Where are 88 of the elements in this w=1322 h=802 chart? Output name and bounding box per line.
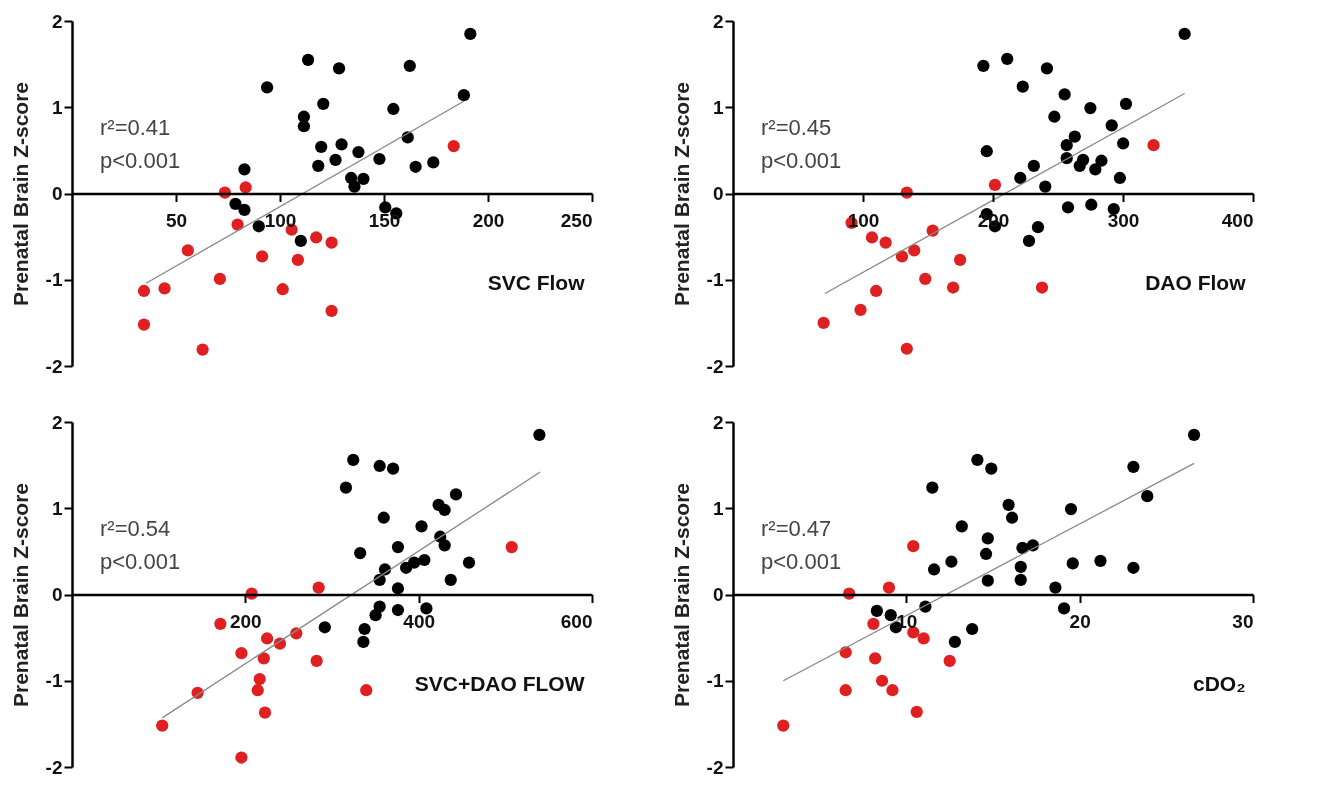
y-tick-label: -2 bbox=[706, 355, 724, 377]
x-tick-label: 50 bbox=[165, 210, 188, 231]
y-tick-label: 0 bbox=[712, 584, 724, 605]
y-tick-label: -2 bbox=[45, 355, 63, 377]
point bbox=[213, 272, 227, 285]
point bbox=[315, 140, 328, 154]
x-tick-label: 20 bbox=[1069, 611, 1091, 632]
point bbox=[196, 343, 209, 356]
point bbox=[457, 89, 470, 102]
point bbox=[238, 203, 251, 216]
point bbox=[310, 231, 323, 244]
annotation: r²=0.41 bbox=[100, 114, 171, 140]
y-tick-label: -1 bbox=[45, 269, 63, 291]
point bbox=[255, 250, 269, 263]
point bbox=[464, 27, 477, 41]
point bbox=[317, 97, 330, 110]
y-tick-label: 0 bbox=[712, 183, 724, 204]
point bbox=[260, 81, 274, 94]
point bbox=[276, 283, 289, 296]
x-tick-label: 30 bbox=[1232, 611, 1254, 632]
y-tick-label: 2 bbox=[712, 411, 724, 433]
point bbox=[301, 53, 315, 66]
point bbox=[373, 152, 386, 166]
y-tick-label: -1 bbox=[45, 670, 63, 692]
x-tick-label: 300 bbox=[1107, 210, 1140, 231]
y-tick-label: 2 bbox=[712, 10, 724, 32]
point bbox=[137, 318, 151, 331]
x-tick-label: 10 bbox=[896, 611, 918, 632]
point bbox=[229, 197, 242, 210]
x-tick-label: 200 bbox=[472, 210, 505, 231]
x-tick-label: 200 bbox=[229, 611, 262, 632]
y-axis-title: Prenatal Brain Z-score bbox=[669, 482, 693, 708]
point bbox=[427, 156, 440, 169]
annotation: p<0.001 bbox=[761, 548, 842, 574]
annotation: p<0.001 bbox=[100, 147, 181, 173]
annotation: p<0.001 bbox=[761, 147, 842, 173]
point bbox=[387, 102, 400, 116]
y-tick-label: 1 bbox=[51, 96, 63, 118]
point bbox=[312, 159, 325, 173]
point bbox=[325, 304, 338, 317]
y-tick-label: 2 bbox=[51, 411, 63, 433]
point bbox=[231, 218, 244, 231]
x-axis-title: DAO Flow bbox=[1145, 270, 1247, 294]
point bbox=[335, 138, 348, 151]
x-tick-label: 400 bbox=[1221, 210, 1254, 231]
y-tick-label: 1 bbox=[712, 497, 724, 519]
point bbox=[352, 145, 365, 159]
point bbox=[238, 163, 251, 176]
point bbox=[137, 284, 151, 298]
y-tick-label: -1 bbox=[706, 670, 724, 692]
y-tick-label: 1 bbox=[712, 96, 724, 118]
point bbox=[181, 244, 194, 257]
y-tick-label: -2 bbox=[706, 756, 724, 778]
y-tick-label: 0 bbox=[51, 183, 63, 204]
annotation: r²=0.54 bbox=[100, 515, 171, 541]
point bbox=[409, 160, 422, 173]
x-axis-title: cDO₂ bbox=[1192, 671, 1246, 695]
x-axis-title: SVC+DAO FLOW bbox=[414, 671, 585, 695]
annotation: r²=0.47 bbox=[761, 515, 832, 541]
x-tick-label: 600 bbox=[560, 611, 593, 632]
y-axis-title: Prenatal Brain Z-score bbox=[669, 81, 693, 307]
point bbox=[357, 172, 370, 185]
point bbox=[291, 253, 305, 267]
point bbox=[297, 120, 311, 133]
point bbox=[379, 201, 392, 214]
point bbox=[294, 234, 307, 248]
point bbox=[325, 236, 338, 249]
point bbox=[348, 180, 361, 193]
annotation: p<0.001 bbox=[100, 548, 181, 574]
point bbox=[252, 220, 265, 233]
point bbox=[158, 282, 171, 295]
y-tick-label: 0 bbox=[51, 584, 63, 605]
y-tick-label: -2 bbox=[45, 756, 63, 778]
y-axis-title: Prenatal Brain Z-score bbox=[8, 482, 32, 708]
x-tick-label: 100 bbox=[264, 210, 297, 231]
point bbox=[447, 139, 460, 153]
y-tick-label: 1 bbox=[51, 497, 63, 519]
x-axis-title: SVC Flow bbox=[487, 270, 586, 294]
point bbox=[403, 59, 416, 72]
point bbox=[329, 153, 342, 166]
x-tick-label: 250 bbox=[560, 210, 593, 231]
annotation: r²=0.45 bbox=[761, 114, 832, 140]
point bbox=[239, 181, 252, 194]
point bbox=[332, 62, 346, 75]
y-tick-label: -1 bbox=[706, 269, 724, 291]
x-tick-label: 400 bbox=[403, 611, 436, 632]
y-axis-title: Prenatal Brain Z-score bbox=[8, 81, 32, 307]
y-tick-label: 2 bbox=[51, 10, 63, 32]
